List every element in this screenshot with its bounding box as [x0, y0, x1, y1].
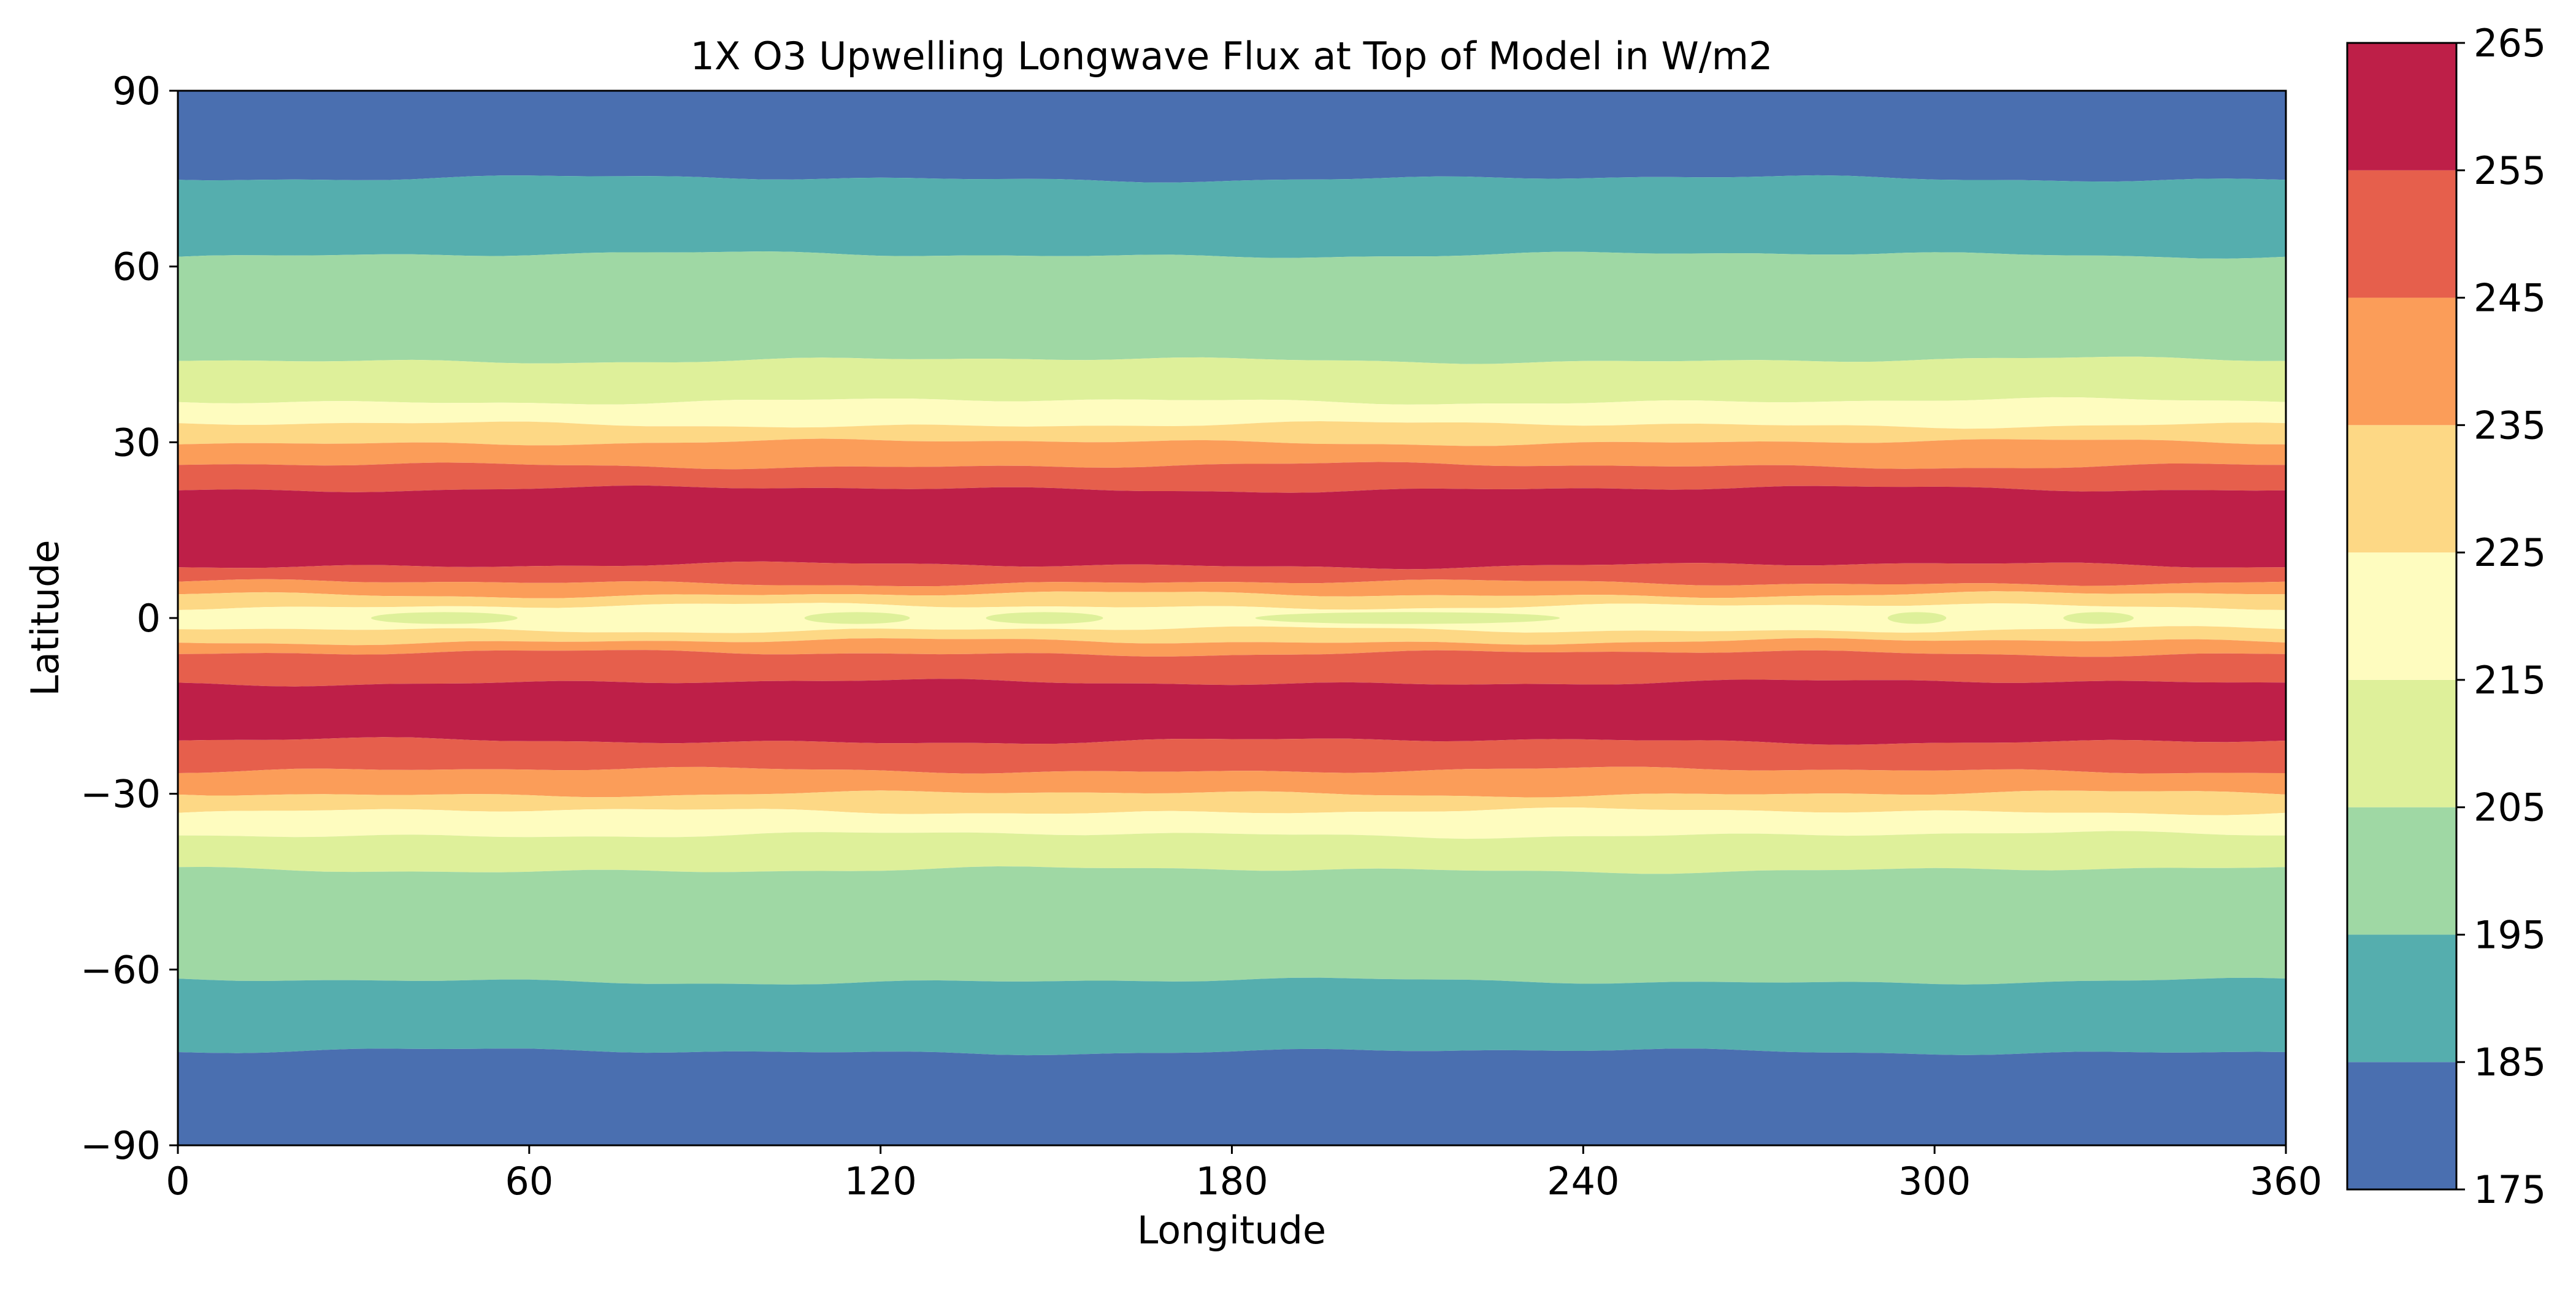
colorbar-bin [2347, 1062, 2456, 1189]
y-tick-label: 0 [137, 596, 161, 641]
x-tick-label: 180 [1195, 1159, 1268, 1204]
contour-band [178, 679, 2286, 745]
contour-patch [1255, 612, 1560, 624]
contour-bands [178, 91, 2286, 1145]
chart-title: 1X O3 Upwelling Longwave Flux at Top of … [690, 34, 1773, 78]
colorbar-tick-label: 265 [2474, 21, 2546, 66]
colorbar-tick-label: 245 [2474, 276, 2546, 321]
colorbar-tick-label: 205 [2474, 785, 2546, 830]
contour-band [178, 561, 2286, 587]
x-axis: 0 60 120 180 240 300 360 [166, 1145, 2322, 1204]
colorbar-tick-label: 215 [2474, 658, 2546, 703]
y-tick-label: 60 [112, 245, 161, 289]
colorbar-bin [2347, 170, 2456, 298]
colorbar-bin [2347, 425, 2456, 553]
colorbar-tick-label: 195 [2474, 912, 2546, 957]
colorbar-tick-label: 235 [2474, 403, 2546, 448]
contour-band [178, 737, 2286, 774]
x-axis-label: Longitude [1137, 1208, 1326, 1253]
contour-band [178, 251, 2286, 364]
colorbar-ticks: 175 185 195 205 215 225 235 245 255 265 [2456, 21, 2546, 1212]
contour-band [178, 175, 2286, 259]
contour-band [178, 579, 2286, 598]
x-tick-label: 240 [1547, 1159, 1619, 1204]
contour-band [178, 790, 2286, 815]
contour-band [178, 866, 2286, 985]
colorbar-bin [2347, 552, 2456, 680]
y-tick-label: −60 [80, 947, 161, 992]
contour-band [178, 766, 2286, 798]
contour-patch [986, 612, 1103, 624]
y-axis: 90 60 30 0 −30 −60 −90 [80, 69, 178, 1168]
contour-band [178, 438, 2286, 470]
y-tick-label: −90 [80, 1123, 161, 1168]
contour-band [178, 650, 2286, 687]
contour-band [178, 397, 2286, 429]
x-tick-label: 120 [844, 1159, 916, 1204]
contour-band [178, 807, 2286, 839]
colorbar-tick-label: 255 [2474, 148, 2546, 193]
colorbar-bin [2347, 679, 2456, 807]
contour-patch [1887, 612, 1947, 624]
contour-band [178, 591, 2286, 610]
x-tick-label: 360 [2250, 1159, 2322, 1204]
contour-patch [804, 612, 910, 624]
colorbar-bin [2347, 297, 2456, 426]
colorbar-tick-label: 185 [2474, 1040, 2546, 1085]
contour-band [178, 356, 2286, 405]
contour-patch [2063, 612, 2134, 624]
colorbar-bins [2347, 43, 2456, 1189]
x-tick-label: 300 [1898, 1159, 1971, 1204]
contour-band [178, 91, 2286, 183]
contour-band [178, 421, 2286, 446]
contour-patch [371, 612, 518, 624]
contour-band [178, 603, 2286, 633]
contour-band [178, 485, 2286, 570]
x-tick-label: 0 [166, 1159, 190, 1204]
y-tick-label: 90 [112, 69, 161, 113]
contour-band [178, 626, 2286, 646]
colorbar-tick-label: 225 [2474, 530, 2546, 575]
colorbar-frame [2346, 42, 2458, 1191]
y-axis-label: Latitude [23, 540, 67, 696]
contour-band [178, 638, 2286, 657]
contour-band [178, 462, 2286, 493]
contour-band [178, 831, 2286, 874]
colorbar-bin [2347, 807, 2456, 935]
y-tick-label: −30 [80, 772, 161, 817]
colorbar: 175 185 195 205 215 225 235 245 255 265 [2346, 21, 2546, 1212]
colorbar-bin [2347, 43, 2456, 170]
x-tick-label: 60 [505, 1159, 553, 1204]
contour-band [178, 977, 2286, 1056]
plot-area [178, 91, 2286, 1145]
contour-band [178, 1048, 2286, 1145]
colorbar-tick-label: 175 [2474, 1167, 2546, 1212]
y-tick-label: 30 [112, 420, 161, 465]
colorbar-bin [2347, 934, 2456, 1063]
equatorial-patches [371, 612, 2134, 624]
